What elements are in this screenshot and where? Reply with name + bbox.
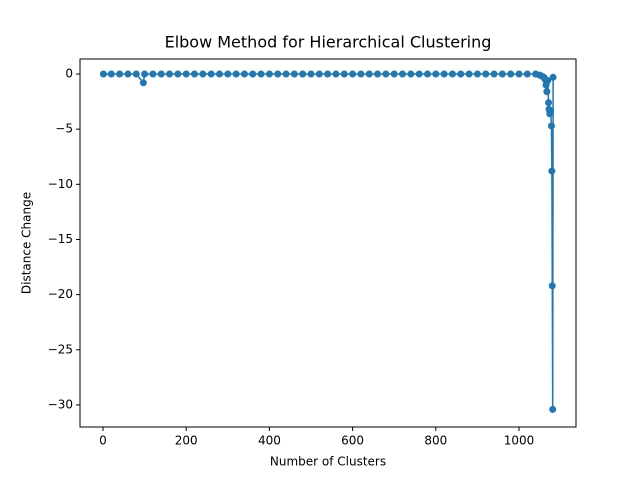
y-tick-label: 0 <box>65 67 73 81</box>
y-tick-label: −30 <box>48 397 73 411</box>
x-tick-label: 600 <box>341 434 364 448</box>
data-point <box>232 70 240 78</box>
data-point <box>374 70 382 78</box>
data-point <box>440 70 448 78</box>
data-point <box>139 79 147 87</box>
data-point <box>390 70 398 78</box>
data-point <box>448 70 456 78</box>
data-point <box>415 70 423 78</box>
data-point <box>191 70 199 78</box>
data-point <box>357 70 365 78</box>
x-tick-label: 1000 <box>504 434 535 448</box>
data-point <box>99 70 107 78</box>
data-point <box>182 70 190 78</box>
data-point <box>274 70 282 78</box>
data-point <box>124 70 132 78</box>
data-point <box>224 70 232 78</box>
data-point <box>549 73 557 81</box>
data-point <box>315 70 323 78</box>
data-point <box>116 70 124 78</box>
y-tick-label: −15 <box>48 232 73 246</box>
data-point <box>548 167 556 175</box>
chart-title: Elbow Method for Hierarchical Clustering <box>165 33 492 52</box>
data-point <box>515 70 523 78</box>
x-tick-label: 200 <box>175 434 198 448</box>
data-point <box>340 70 348 78</box>
data-point <box>265 70 273 78</box>
data-point <box>523 70 531 78</box>
x-axis-label: Number of Clusters <box>270 455 386 469</box>
data-point <box>365 70 373 78</box>
y-tick-label: −5 <box>55 122 73 136</box>
x-tick-label: 800 <box>424 434 447 448</box>
data-point <box>399 70 407 78</box>
data-point <box>473 70 481 78</box>
data-point <box>290 70 298 78</box>
data-point <box>465 70 473 78</box>
data-point <box>149 70 157 78</box>
data-point <box>382 70 390 78</box>
data-point <box>498 70 506 78</box>
series-line <box>103 73 554 410</box>
data-point <box>157 70 165 78</box>
data-point <box>349 70 357 78</box>
data-point <box>282 70 290 78</box>
data-point <box>547 106 555 114</box>
data-point <box>132 70 140 78</box>
data-point <box>299 70 307 78</box>
data-point <box>423 70 431 78</box>
data-point <box>543 88 551 96</box>
data-point <box>107 70 115 78</box>
data-point <box>215 70 223 78</box>
data-point <box>324 70 332 78</box>
y-tick-label: −20 <box>48 287 73 301</box>
axes-frame <box>79 58 577 428</box>
data-point <box>507 70 515 78</box>
data-point <box>482 70 490 78</box>
data-point <box>174 70 182 78</box>
data-point <box>166 70 174 78</box>
data-point <box>490 70 498 78</box>
y-axis-label: Distance Change <box>20 192 34 294</box>
y-tick-label: −10 <box>48 177 73 191</box>
x-tick-label: 0 <box>99 434 107 448</box>
data-point <box>307 70 315 78</box>
data-point <box>545 99 553 107</box>
data-point <box>141 70 149 78</box>
x-tick-label: 400 <box>258 434 281 448</box>
data-point <box>332 70 340 78</box>
data-point <box>207 70 215 78</box>
data-point <box>457 70 465 78</box>
data-point <box>549 405 557 413</box>
data-point <box>548 282 556 290</box>
y-tick-label: −25 <box>48 342 73 356</box>
data-point <box>249 70 257 78</box>
data-point <box>544 77 552 85</box>
data-point <box>547 122 555 130</box>
data-point <box>199 70 207 78</box>
data-point <box>240 70 248 78</box>
data-point <box>407 70 415 78</box>
data-point <box>432 70 440 78</box>
data-point <box>257 70 265 78</box>
